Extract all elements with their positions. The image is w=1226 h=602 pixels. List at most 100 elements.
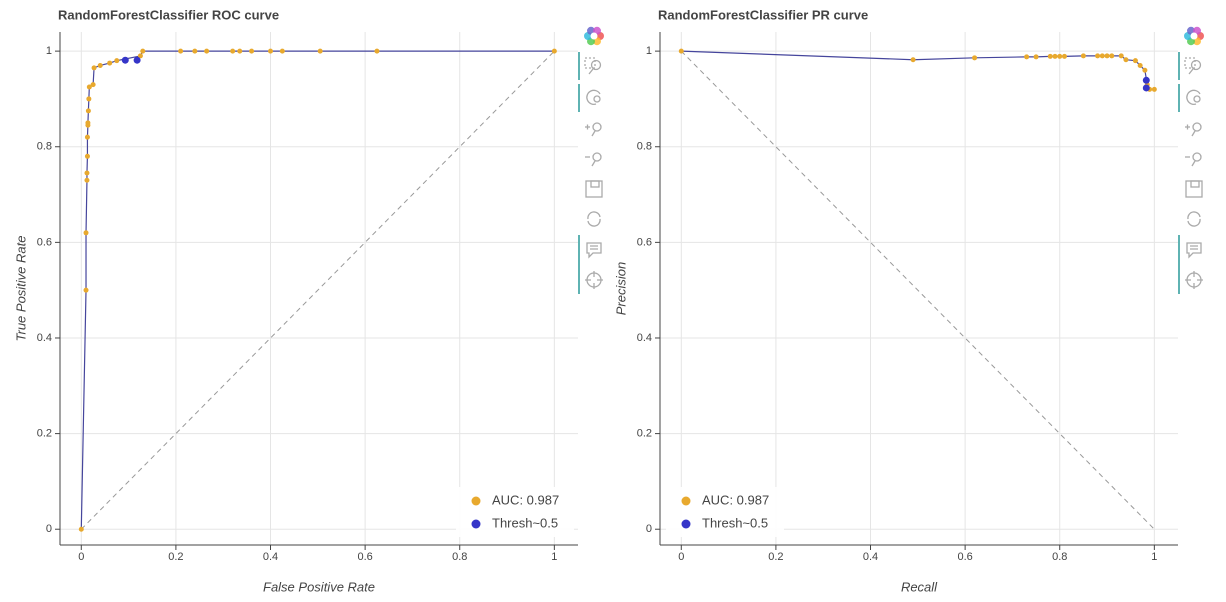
y-tick-label: 1 — [46, 45, 52, 57]
data-point — [1142, 76, 1150, 84]
data-point — [1024, 54, 1030, 60]
data-point — [85, 120, 91, 126]
tool-button[interactable] — [585, 152, 602, 167]
y-tick-label: 0.2 — [637, 428, 652, 440]
data-point — [140, 48, 146, 54]
bokeh-logo[interactable] — [1184, 26, 1204, 46]
legend-swatch — [471, 496, 481, 506]
data-point — [1052, 53, 1058, 59]
tool-button[interactable] — [1185, 152, 1202, 167]
chart: RandomForestClassifier PR curve Recall Pre… — [613, 7, 1178, 594]
tool-icon — [591, 160, 596, 167]
legend-swatch — [471, 519, 481, 529]
tool-icon — [592, 152, 602, 162]
data-point — [97, 62, 103, 68]
tool-button[interactable] — [1186, 89, 1201, 105]
legend-box — [456, 487, 574, 537]
data-point — [1095, 53, 1101, 59]
x-tick-label: 0.6 — [357, 551, 372, 563]
y-tick-label: 0.6 — [637, 236, 652, 248]
tool-button[interactable] — [586, 89, 601, 105]
legend-swatch — [681, 496, 691, 506]
tool-button[interactable] — [1187, 211, 1201, 227]
tool-icon — [584, 57, 596, 69]
data-point — [84, 170, 90, 176]
legend-swatch — [681, 519, 691, 529]
tool-button[interactable] — [1186, 242, 1202, 259]
tool-icon — [592, 122, 602, 132]
data-point — [1123, 57, 1129, 63]
data-point — [84, 134, 90, 140]
x-tick-label: 1 — [1151, 551, 1157, 563]
data-point — [237, 48, 243, 54]
data-point — [1080, 53, 1086, 59]
x-tick-label: 0 — [678, 551, 684, 563]
data-point — [107, 60, 113, 66]
data-point — [1061, 53, 1067, 59]
tool-button[interactable] — [585, 122, 602, 137]
chart-title: RandomForestClassifier PR curve — [658, 7, 868, 22]
curve-line — [80, 50, 555, 530]
x-tick-label: 0.4 — [863, 551, 878, 563]
data-point — [137, 53, 143, 59]
tool-button[interactable] — [1185, 271, 1203, 289]
tool-icon — [1190, 59, 1202, 71]
data-point — [84, 177, 90, 183]
data-point — [178, 48, 184, 54]
tool-icon — [593, 95, 601, 103]
tool-icon — [590, 180, 600, 188]
tool-icon — [1185, 271, 1203, 289]
tool-button[interactable] — [587, 211, 601, 227]
legend-box — [666, 487, 784, 537]
data-point — [133, 56, 141, 64]
x-tick-label: 0.8 — [452, 551, 467, 563]
tool-button[interactable] — [586, 242, 602, 259]
tool-icon — [591, 130, 596, 137]
x-axis-label: Recall — [901, 579, 938, 594]
x-tick-label: 0.2 — [768, 551, 783, 563]
y-axis-label: Precision — [613, 262, 628, 315]
data-point — [374, 48, 380, 54]
data-point — [1137, 62, 1143, 68]
tool-icon — [1191, 160, 1196, 167]
legend-label: Thresh~0.5 — [492, 515, 558, 530]
tool-button[interactable] — [585, 180, 603, 198]
y-tick-label: 0.8 — [637, 141, 652, 153]
legend: AUC: 0.987 Thresh~0.5 — [456, 487, 574, 537]
data-point — [1151, 86, 1157, 92]
data-point — [91, 65, 97, 71]
toolbar — [578, 26, 604, 294]
data-point — [1104, 53, 1110, 59]
legend: AUC: 0.987 Thresh~0.5 — [666, 487, 784, 537]
y-tick-label: 0.2 — [37, 428, 52, 440]
reference-diagonal — [80, 50, 555, 530]
tool-button[interactable] — [1185, 122, 1202, 137]
tool-button[interactable] — [1185, 180, 1203, 198]
tool-button[interactable] — [585, 271, 603, 289]
tool-icon — [1186, 242, 1202, 259]
data-point — [1109, 53, 1115, 59]
x-axis-label: False Positive Rate — [263, 579, 375, 594]
y-tick-label: 0.4 — [37, 332, 52, 344]
data-point — [86, 84, 92, 90]
data-point — [83, 287, 89, 293]
bokeh-logo[interactable] — [584, 26, 604, 46]
tool-button[interactable] — [584, 57, 602, 75]
y-tick-label: 0.6 — [37, 236, 52, 248]
x-tick-label: 1 — [551, 551, 557, 563]
tool-icon — [1191, 130, 1196, 137]
tool-icon — [586, 242, 602, 259]
y-tick-label: 0 — [46, 523, 52, 535]
x-tick-label: 0.2 — [168, 551, 183, 563]
x-tick-label: 0.4 — [263, 551, 278, 563]
y-tick-label: 0.8 — [37, 141, 52, 153]
x-tick-label: 0 — [78, 551, 84, 563]
y-tick-label: 1 — [646, 45, 652, 57]
tool-button[interactable] — [1184, 57, 1202, 75]
data-point — [972, 55, 978, 61]
tool-icon — [1193, 95, 1201, 103]
data-point — [85, 108, 91, 114]
data-point — [1132, 58, 1138, 64]
data-point — [84, 153, 90, 159]
